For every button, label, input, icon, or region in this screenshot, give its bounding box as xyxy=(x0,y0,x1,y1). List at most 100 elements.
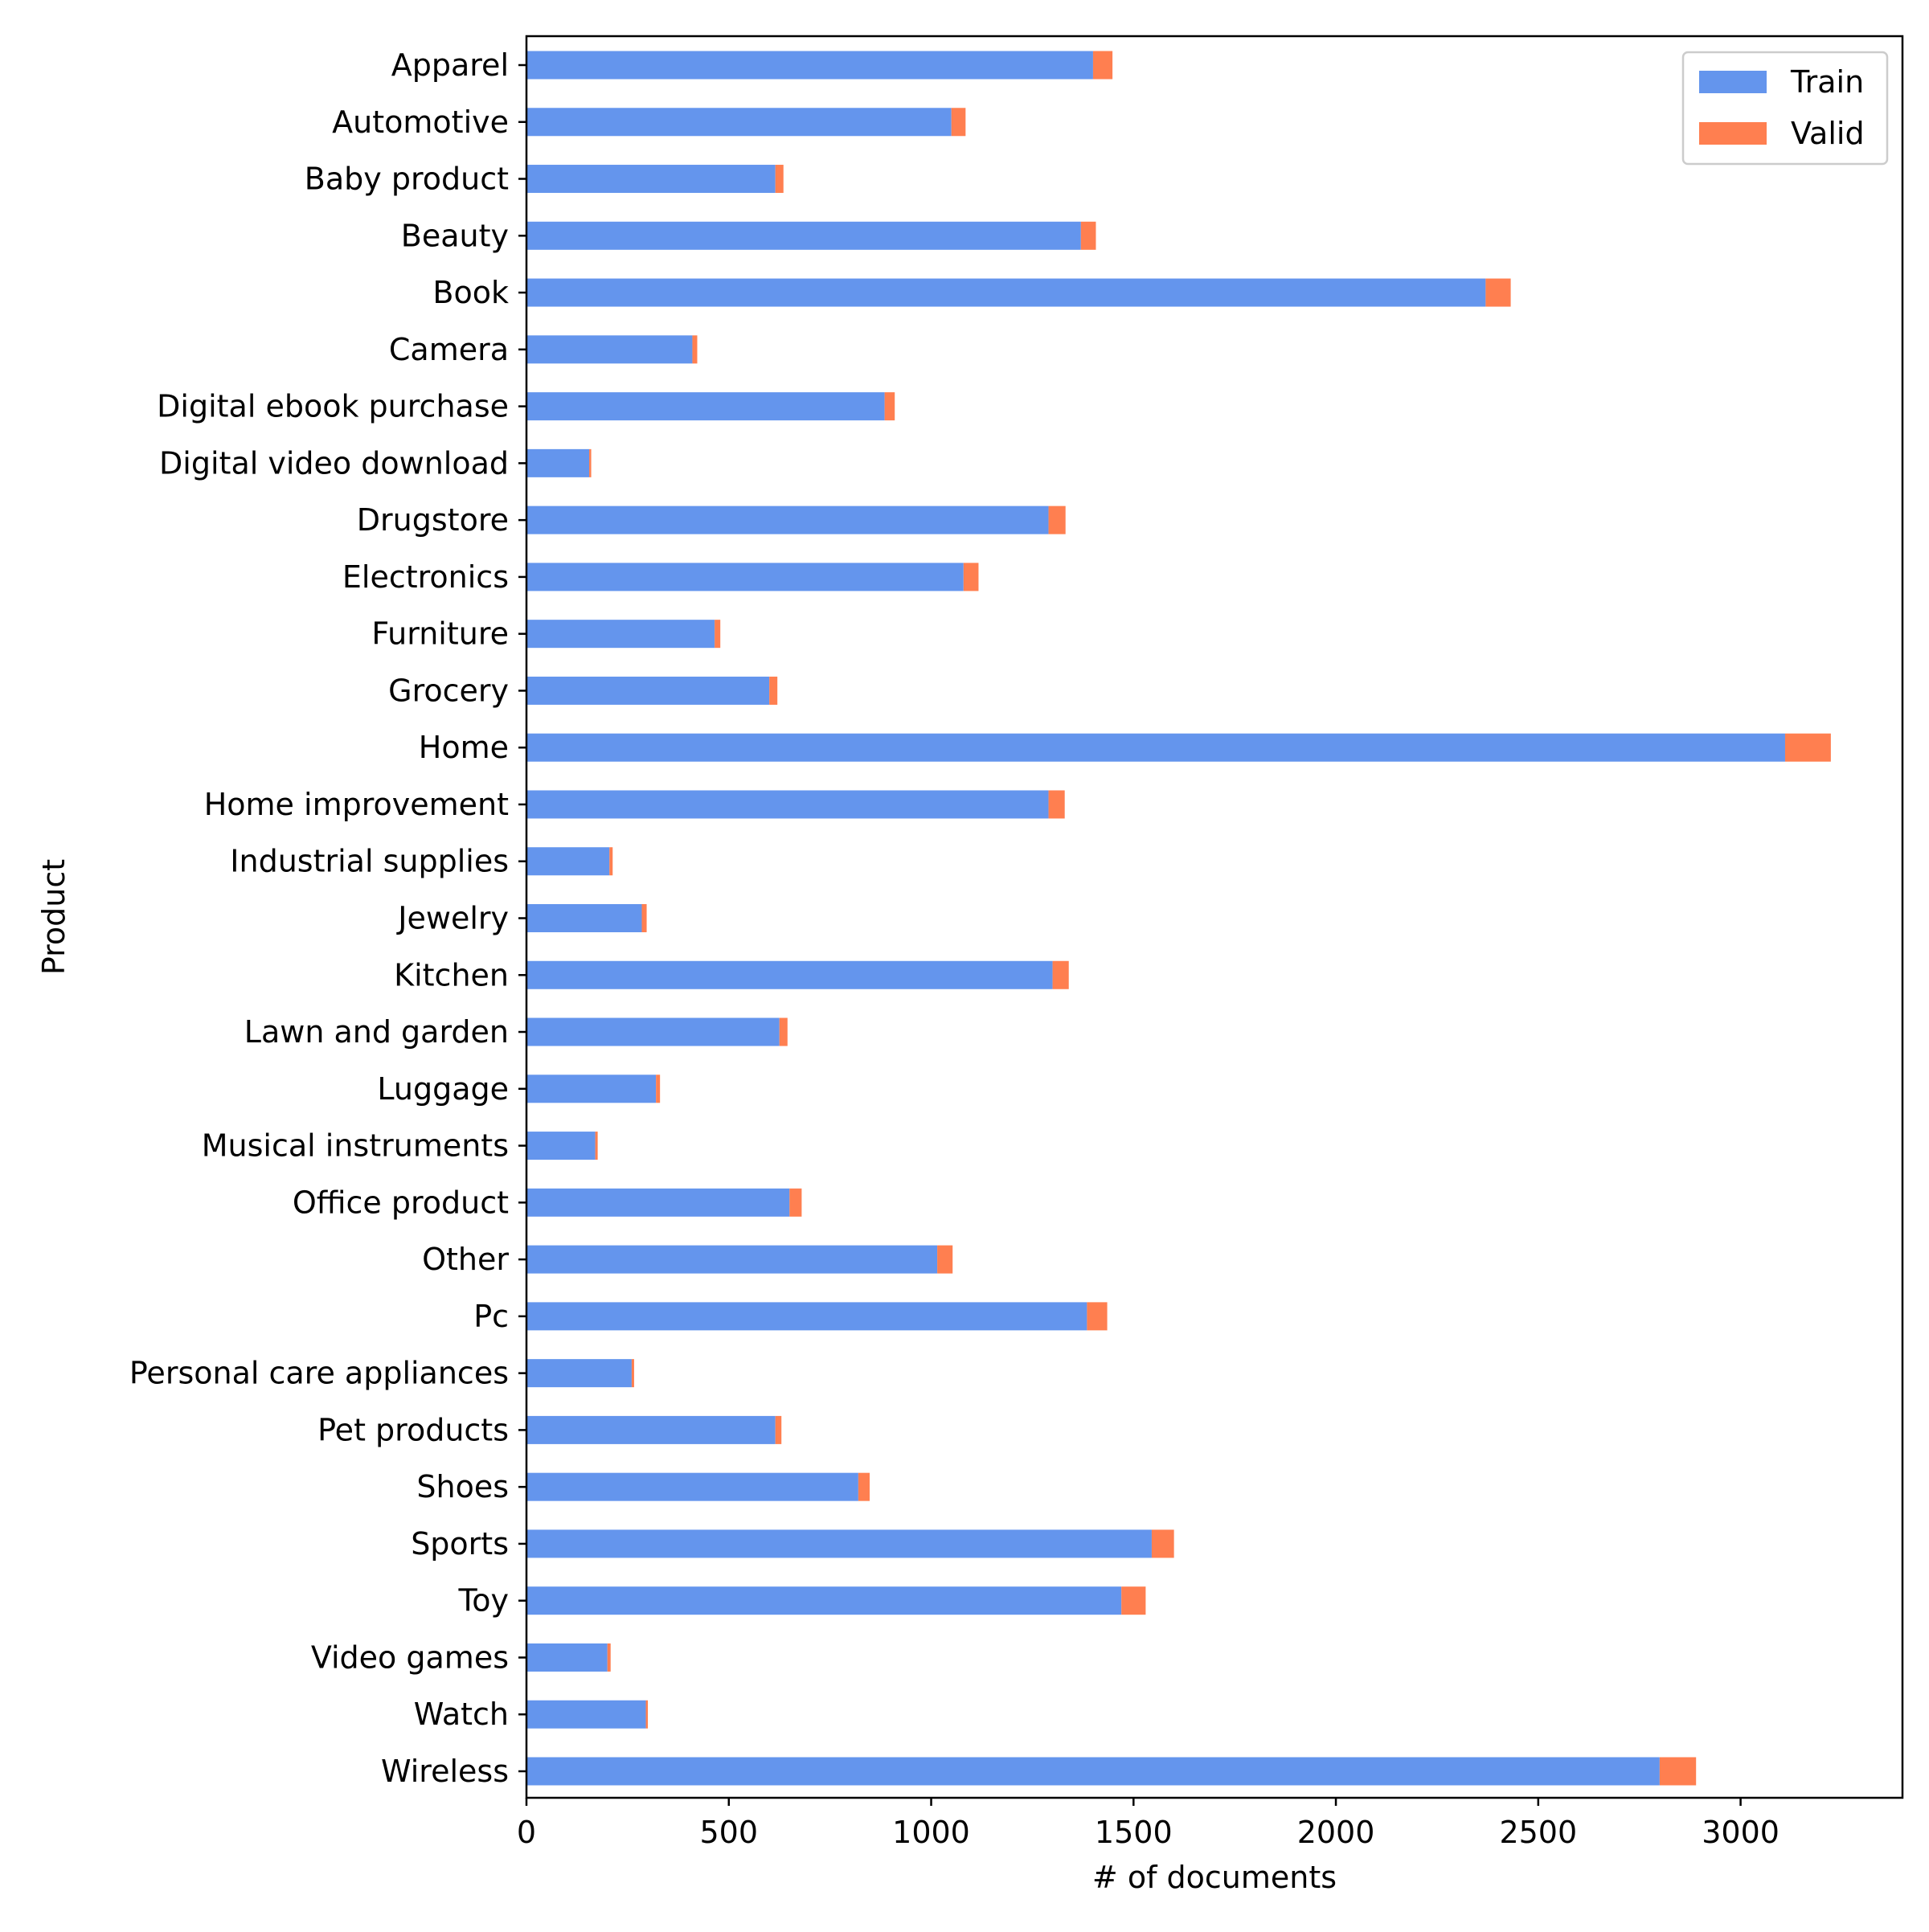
bar-train xyxy=(526,733,1785,762)
y-tick-label: Kitchen xyxy=(394,957,509,993)
bar-train xyxy=(526,1529,1152,1558)
bar-valid xyxy=(609,847,613,876)
bar-valid xyxy=(884,392,895,421)
y-tick-label: Video games xyxy=(311,1639,509,1675)
bar-valid xyxy=(789,1188,802,1217)
bar-valid xyxy=(692,335,698,364)
bar-train xyxy=(526,392,885,421)
y-tick-label: Toy xyxy=(458,1583,510,1619)
y-tick-label: Office product xyxy=(293,1185,509,1220)
y-tick-label: Drugstore xyxy=(357,502,509,538)
bar-valid xyxy=(1121,1586,1146,1615)
legend-swatch-valid xyxy=(1699,122,1767,145)
bar-train xyxy=(526,1700,646,1729)
y-tick-label: Pc xyxy=(473,1299,509,1334)
y-tick-label: Musical instruments xyxy=(202,1128,509,1164)
y-tick-label: Sports xyxy=(411,1526,509,1562)
bar-train xyxy=(526,563,964,591)
x-tick-label: 2500 xyxy=(1499,1815,1577,1850)
bar-train xyxy=(526,676,770,705)
y-axis-label: Product xyxy=(36,859,72,975)
bar-train xyxy=(526,165,776,194)
bar-valid xyxy=(775,1415,782,1444)
bar-valid xyxy=(775,165,784,194)
x-tick-label: 500 xyxy=(699,1815,758,1850)
y-tick-label: Wireless xyxy=(381,1754,509,1789)
x-tick-label: 3000 xyxy=(1702,1815,1780,1850)
y-tick-label: Book xyxy=(432,275,509,310)
x-tick-label: 0 xyxy=(517,1815,536,1850)
bar-train xyxy=(526,1643,608,1672)
bar-valid xyxy=(656,1074,661,1103)
bar-valid xyxy=(1151,1529,1174,1558)
bar-valid xyxy=(963,563,979,591)
bar-train xyxy=(526,278,1486,307)
bar-valid xyxy=(1087,1302,1108,1331)
bar-valid xyxy=(1080,221,1096,250)
bar-train xyxy=(526,221,1081,250)
x-tick-label: 1500 xyxy=(1095,1815,1173,1850)
bar-train xyxy=(526,51,1093,80)
legend-label-valid: Valid xyxy=(1791,116,1865,151)
bar-valid xyxy=(779,1017,788,1046)
bar-valid xyxy=(951,108,966,137)
y-tick-label: Furniture xyxy=(371,616,509,652)
y-tick-label: Luggage xyxy=(377,1071,509,1107)
bar-valid xyxy=(645,1700,649,1729)
y-tick-label: Camera xyxy=(389,332,509,367)
x-tick-label: 1000 xyxy=(892,1815,970,1850)
y-tick-label: Digital video download xyxy=(159,445,509,481)
bar-train xyxy=(526,847,610,876)
x-axis-label: # of documents xyxy=(1092,1860,1337,1895)
y-tick-label: Automotive xyxy=(332,104,509,140)
bar-train xyxy=(526,1074,657,1103)
y-tick-label: Watch xyxy=(414,1697,509,1732)
bar-valid xyxy=(1092,51,1113,80)
bar-train xyxy=(526,1188,790,1217)
y-tick-label: Grocery xyxy=(388,673,509,708)
bar-valid xyxy=(937,1245,953,1274)
bar-train xyxy=(526,620,715,649)
bar-train xyxy=(526,335,693,364)
y-tick-label: Electronics xyxy=(342,559,509,595)
y-tick-label: Other xyxy=(422,1242,509,1277)
bar-valid xyxy=(1659,1757,1697,1786)
x-axis: 0 500 1000 1500 2000 2500 3000 xyxy=(517,1798,1780,1850)
bar-valid xyxy=(1485,278,1511,307)
y-axis: Apparel Automotive Baby product Beauty Book C… xyxy=(129,47,526,1789)
bar-train xyxy=(526,108,952,137)
bar-valid xyxy=(715,620,721,649)
bar-train xyxy=(526,790,1049,819)
bar-valid xyxy=(631,1359,634,1388)
bar-train xyxy=(526,506,1049,534)
bar-valid xyxy=(607,1643,611,1672)
bar-train xyxy=(526,1017,780,1046)
y-tick-label: Home improvement xyxy=(204,787,509,822)
legend-label-train: Train xyxy=(1790,64,1864,100)
bars-group xyxy=(526,51,1831,1786)
bar-valid xyxy=(641,904,647,932)
y-tick-label: Apparel xyxy=(391,47,509,83)
bar-valid xyxy=(595,1132,598,1160)
bar-train xyxy=(526,448,590,477)
bar-train xyxy=(526,1359,632,1388)
legend: Train Valid xyxy=(1681,51,1889,166)
y-tick-label: Baby product xyxy=(305,162,509,197)
y-tick-label: Shoes xyxy=(416,1469,509,1504)
y-tick-label: Jewelry xyxy=(396,901,509,936)
legend-swatch-train xyxy=(1699,71,1767,93)
bar-train xyxy=(526,1586,1122,1615)
bar-train xyxy=(526,904,642,932)
bar-train xyxy=(526,1132,596,1160)
y-tick-label: Personal care appliances xyxy=(129,1356,509,1391)
y-tick-label: Pet products xyxy=(317,1412,509,1447)
bar-train xyxy=(526,1472,858,1501)
bar-valid xyxy=(1784,733,1831,762)
y-tick-label: Digital ebook purchase xyxy=(157,389,509,424)
bar-train xyxy=(526,960,1053,989)
bar-valid xyxy=(589,448,592,477)
y-tick-label: Beauty xyxy=(401,218,509,253)
bar-train xyxy=(526,1302,1087,1331)
